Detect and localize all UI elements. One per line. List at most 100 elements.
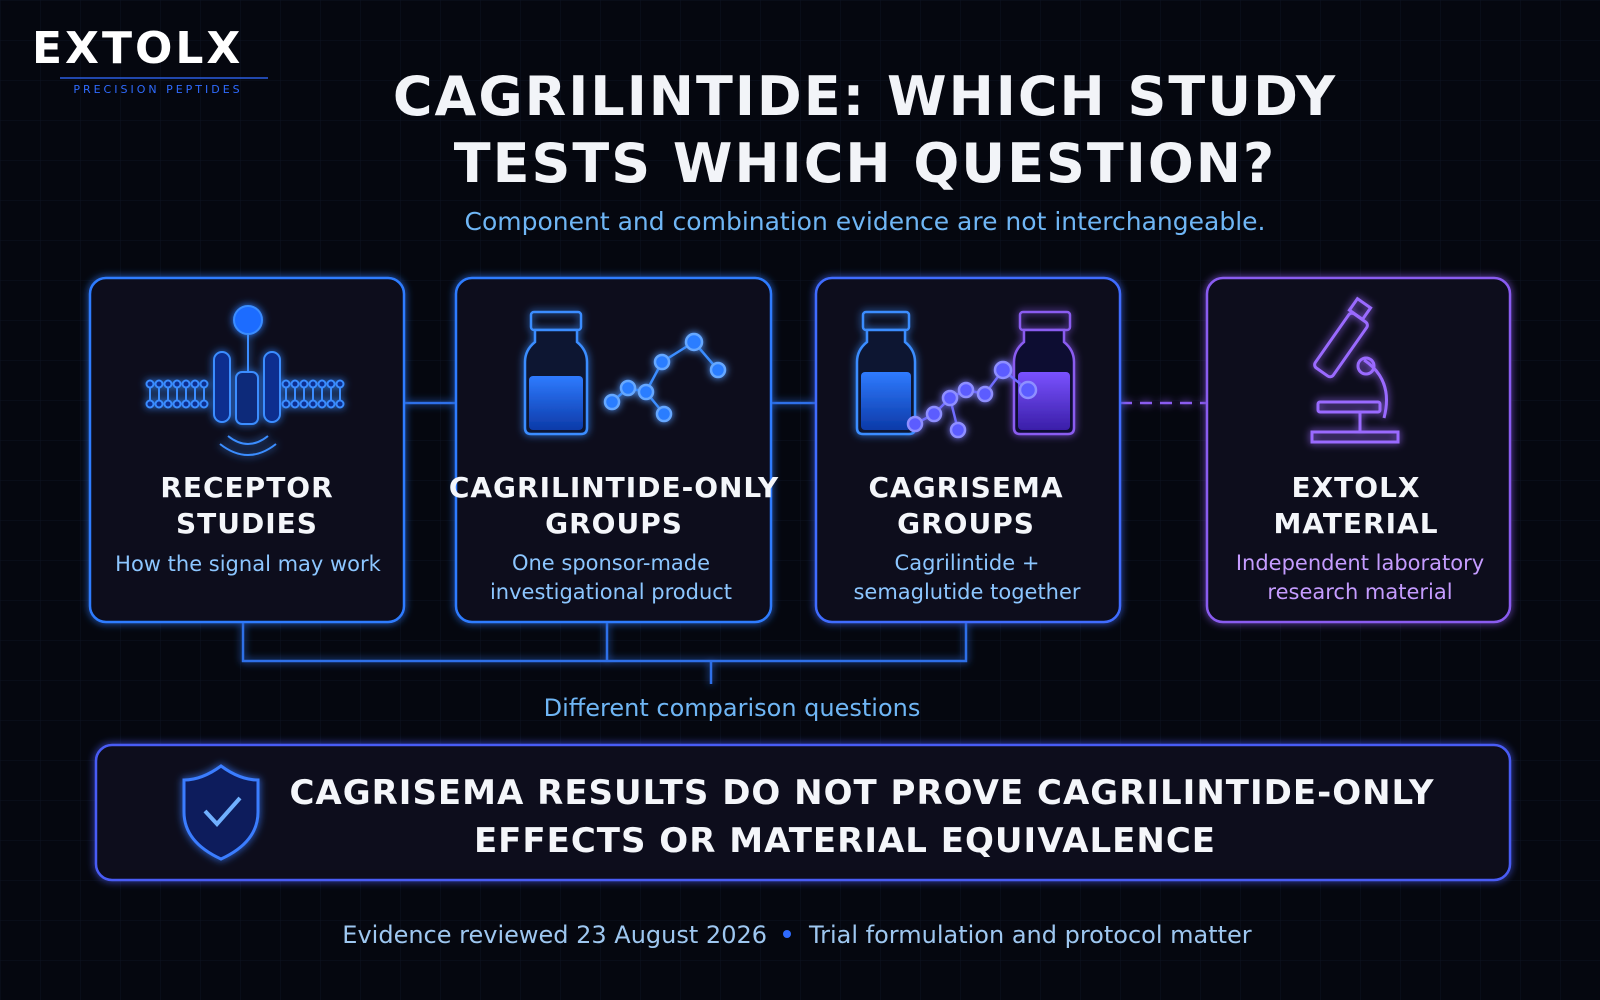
icon-shape (603, 332, 727, 423)
card-text: semaglutide together (853, 580, 1080, 604)
icon-shape (906, 360, 1038, 439)
icon-shape (203, 796, 242, 827)
icon-shape (235, 371, 259, 425)
icon-shape (213, 351, 231, 423)
callout-text: CAGRISEMA RESULTS DO NOT PROVE CAGRILINT… (289, 773, 1434, 813)
icon-shape (637, 383, 655, 401)
card-text: Independent laboratory (1236, 551, 1484, 575)
card-title: CAGRILINTIDE-ONLY (449, 471, 779, 504)
card-text: How the signal may work (115, 552, 382, 576)
icon-shape (233, 305, 263, 335)
membrane-dot (326, 379, 336, 389)
shield-icon (182, 764, 260, 861)
icon-shape (529, 376, 583, 430)
icon-shape (619, 379, 637, 397)
combination-icon (855, 310, 1076, 439)
membrane-dot (181, 379, 191, 389)
membrane-dot (172, 379, 182, 389)
connectors (241, 401, 1207, 684)
membrane-dot (308, 379, 318, 389)
icon-shape (241, 622, 968, 684)
card-title: MATERIAL (1273, 507, 1438, 540)
bracket-label: Different comparison questions (544, 694, 921, 722)
membrane-dot (281, 399, 291, 409)
icon-shape (1356, 356, 1376, 376)
membrane-dot (290, 379, 300, 389)
callout-box (94, 743, 1512, 882)
card-title: STUDIES (176, 507, 318, 540)
icon-shape (1310, 412, 1400, 444)
icon-shape (993, 360, 1013, 380)
card-title: RECEPTOR (160, 471, 333, 504)
footer-left: Evidence reviewed 23 August 2026 (342, 921, 767, 949)
card-text: research material (1267, 580, 1452, 604)
membrane-dot (299, 399, 309, 409)
callout-text: EFFECTS OR MATERIAL EQUIVALENCE (474, 821, 1216, 861)
icon-shape (1018, 380, 1038, 400)
icon-shape (684, 332, 704, 352)
membrane-dot (154, 399, 164, 409)
icon-shape (603, 393, 621, 411)
membrane-dot (199, 399, 209, 409)
membrane-dot (190, 399, 200, 409)
membrane-dot (326, 399, 336, 409)
icon-shape (219, 435, 277, 456)
icon-shape (906, 415, 924, 433)
icon-shape (709, 361, 727, 379)
membrane-dot (154, 379, 164, 389)
icon-shape (263, 351, 281, 423)
membrane-dot (163, 399, 173, 409)
membrane (145, 379, 345, 409)
membrane-dot (335, 379, 345, 389)
icon-shape (1363, 358, 1388, 419)
vial-icon (523, 310, 727, 436)
icon-shape (1316, 400, 1382, 414)
membrane-dot (317, 399, 327, 409)
brand-tagline: PRECISION PEPTIDES (73, 83, 242, 96)
icon-shape (1012, 310, 1076, 436)
membrane-dot (290, 399, 300, 409)
card-title: GROUPS (897, 507, 1035, 540)
icon-shape (941, 389, 959, 407)
membrane-dot (308, 399, 318, 409)
membrane-dot (145, 399, 155, 409)
membrane-dot (317, 379, 327, 389)
card-texts: RECEPTOR STUDIES How the signal may work… (115, 471, 1484, 604)
membrane-dot (299, 379, 309, 389)
membrane-dot (145, 379, 155, 389)
card-text: investigational product (490, 580, 732, 604)
footer-dot (783, 930, 791, 938)
icon-shape (949, 421, 967, 439)
icon-shape (655, 405, 673, 423)
card-title: CAGRISEMA (868, 471, 1063, 504)
icon-shape (925, 405, 943, 423)
icon-shape (1018, 372, 1070, 430)
icon-shape (855, 310, 917, 436)
icon-shape (957, 381, 975, 399)
icon-shape (976, 385, 994, 403)
card (1205, 276, 1512, 624)
membrane-dot (172, 399, 182, 409)
icon-shape (1347, 296, 1373, 322)
membrane-dot (335, 399, 345, 409)
membrane-dot (181, 399, 191, 409)
card-title: EXTOLX (1291, 471, 1420, 504)
card (88, 276, 406, 624)
card-text: One sponsor-made (512, 551, 710, 575)
membrane-dot (199, 379, 209, 389)
icon-shape (861, 372, 911, 430)
membrane-dot (163, 379, 173, 389)
subtitle: Component and combination evidence are n… (464, 207, 1265, 236)
card-title: GROUPS (545, 507, 683, 540)
brand-name: EXTOLX (32, 23, 243, 74)
receptor-icon (145, 305, 345, 456)
microscope-icon (1310, 296, 1400, 444)
icon-shape (182, 764, 260, 861)
membrane-dot (281, 379, 291, 389)
card-text: Cagrilintide + (895, 551, 1040, 575)
title-line: CAGRILINTIDE: WHICH STUDY (393, 65, 1337, 128)
icon-shape (653, 353, 671, 371)
